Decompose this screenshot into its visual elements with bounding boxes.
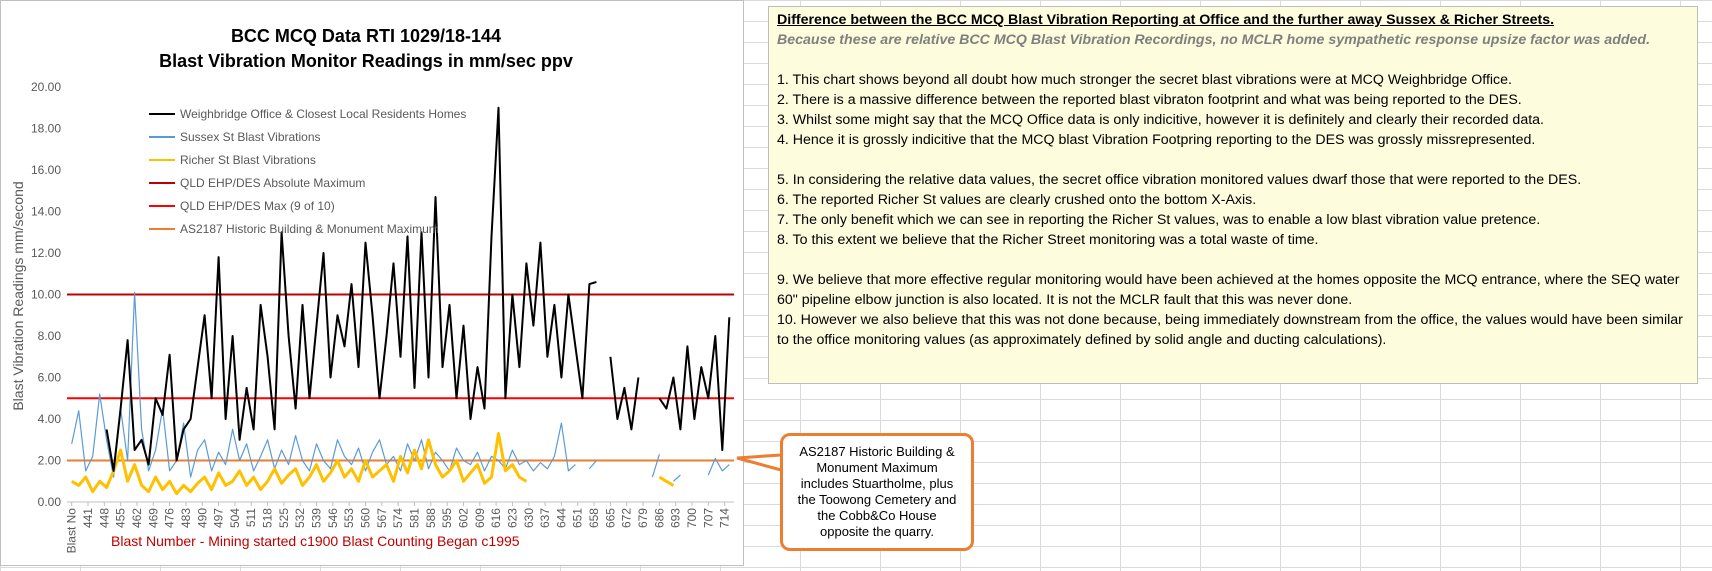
y-tick-label: 0.00 xyxy=(38,495,62,509)
callout: AS2187 Historic Building & Monument Maxi… xyxy=(780,433,974,551)
x-tick-label: 665 xyxy=(603,508,617,528)
x-tick-label: 532 xyxy=(293,508,307,528)
x-tick-label: 574 xyxy=(391,508,405,528)
x-tick-label: 602 xyxy=(456,508,470,528)
x-tick-label: 469 xyxy=(146,508,160,528)
legend-label: Weighbridge Office & Closest Local Resid… xyxy=(180,107,466,121)
notes-item: 8. To this extent we believe that the Ri… xyxy=(777,232,1319,248)
notes-subheading: Because these are relative BCC MCQ Blast… xyxy=(777,32,1651,48)
legend-label: QLD EHP/DES Max (9 of 10) xyxy=(180,199,335,213)
series-line xyxy=(70,432,675,496)
x-tick-label: 497 xyxy=(212,508,226,528)
x-tick-label: 623 xyxy=(505,508,519,528)
x-tick-label: 476 xyxy=(163,508,177,528)
x-tick-label: 581 xyxy=(407,508,421,528)
y-axis-label: Blast Vibration Readings mm/second xyxy=(10,181,26,410)
notes-item: 10. However we also believe that this wa… xyxy=(777,312,1683,348)
notes-item: 5. In considering the relative data valu… xyxy=(777,172,1582,188)
x-tick-label: 441 xyxy=(81,508,95,528)
x-tick-label: 553 xyxy=(342,508,356,528)
x-tick-label: 546 xyxy=(326,508,340,528)
x-tick-label: 714 xyxy=(718,508,732,528)
notes-group: 9. We believe that more effective regula… xyxy=(777,270,1689,350)
x-tick-label: 455 xyxy=(114,508,128,528)
x-tick-label: 483 xyxy=(179,508,193,528)
x-tick-label: 525 xyxy=(277,508,291,528)
chart: BCC MCQ Data RTI 1029/18-144 Blast Vibra… xyxy=(0,0,744,566)
x-tick-label: 658 xyxy=(587,508,601,528)
x-tick-label: 518 xyxy=(261,508,275,528)
notes-group: 1. This chart shows beyond all doubt how… xyxy=(777,70,1689,150)
x-tick-label: Blast No xyxy=(65,508,79,554)
x-axis-label: Blast Number - Mining started c1900 Blas… xyxy=(111,533,520,549)
legend-label: AS2187 Historic Building & Monument Maxi… xyxy=(180,222,439,236)
notes-panel: Difference between the BCC MCQ Blast Vib… xyxy=(768,6,1698,384)
x-tick-label: 567 xyxy=(375,508,389,528)
x-tick-label: 672 xyxy=(620,508,634,528)
notes-item: 2. There is a massive difference between… xyxy=(777,92,1522,108)
series-line xyxy=(105,106,731,472)
x-tick-label: 595 xyxy=(440,508,454,528)
series-line xyxy=(71,291,730,482)
x-tick-label: 686 xyxy=(652,508,666,528)
y-tick-label: 20.00 xyxy=(31,80,61,94)
x-tick-label: 539 xyxy=(310,508,324,528)
x-tick-label: 700 xyxy=(685,508,699,528)
x-tick-label: 637 xyxy=(538,508,552,528)
x-tick-label: 511 xyxy=(244,508,258,527)
legend-label: Richer St Blast Vibrations xyxy=(180,153,316,167)
y-tick-label: 10.00 xyxy=(31,288,61,302)
x-tick-label: 462 xyxy=(130,508,144,528)
y-tick-label: 12.00 xyxy=(31,246,61,260)
legend-label: Sussex St Blast Vibrations xyxy=(180,130,321,144)
x-tick-label: 609 xyxy=(473,508,487,528)
notes-item: 1. This chart shows beyond all doubt how… xyxy=(777,72,1512,88)
chart-subtitle: Blast Vibration Monitor Readings in mm/s… xyxy=(159,51,573,71)
x-tick-label: 693 xyxy=(669,508,683,528)
notes-group: 5. In considering the relative data valu… xyxy=(777,170,1689,250)
x-tick-label: 490 xyxy=(195,508,209,528)
chart-title: BCC MCQ Data RTI 1029/18-144 xyxy=(231,26,501,46)
x-tick-label: 448 xyxy=(97,508,111,528)
x-tick-label: 707 xyxy=(701,508,715,528)
notes-item: 6. The reported Richer St values are cle… xyxy=(777,192,1257,208)
y-tick-label: 6.00 xyxy=(38,371,62,385)
y-tick-label: 14.00 xyxy=(31,205,61,219)
x-tick-label: 560 xyxy=(359,508,373,528)
notes-heading: Difference between the BCC MCQ Blast Vib… xyxy=(777,12,1555,28)
x-tick-label: 630 xyxy=(522,508,536,528)
y-tick-label: 18.00 xyxy=(31,122,61,136)
notes-item: 9. We believe that more effective regula… xyxy=(777,272,1680,308)
y-tick-label: 8.00 xyxy=(38,329,62,343)
y-tick-label: 16.00 xyxy=(31,163,61,177)
legend-label: QLD EHP/DES Absolute Maximum xyxy=(180,176,365,190)
x-tick-label: 679 xyxy=(636,508,650,528)
y-tick-label: 4.00 xyxy=(38,412,62,426)
x-tick-label: 644 xyxy=(554,508,568,528)
x-tick-label: 504 xyxy=(228,508,242,528)
notes-item: 4. Hence it is grossly indicitive that t… xyxy=(777,132,1536,148)
x-tick-label: 588 xyxy=(424,508,438,528)
notes-item: 3. Whilst some might say that the MCQ Of… xyxy=(777,112,1544,128)
y-tick-label: 2.00 xyxy=(38,454,62,468)
notes-item: 7. The only benefit which we can see in … xyxy=(777,212,1541,228)
x-tick-label: 616 xyxy=(489,508,503,528)
x-tick-label: 651 xyxy=(571,508,585,528)
